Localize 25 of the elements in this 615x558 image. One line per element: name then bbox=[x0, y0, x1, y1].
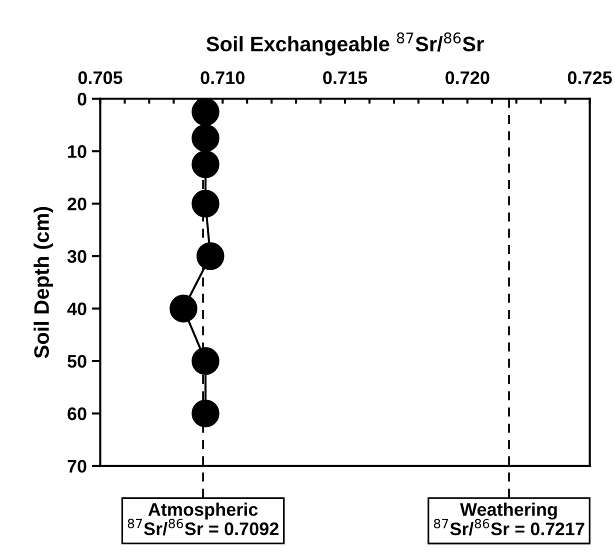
y-axis-title: Soil Depth (cm) bbox=[34, 206, 54, 358]
point bbox=[192, 347, 220, 375]
x-tick-label: 0.705 bbox=[78, 71, 122, 84]
x-tick-label: 0.725 bbox=[568, 71, 612, 84]
y-tick-label: 40 bbox=[67, 302, 86, 316]
y-tick-label: 50 bbox=[68, 354, 86, 368]
point bbox=[196, 242, 224, 270]
y-tick-label: 30 bbox=[67, 250, 86, 263]
ref-line-label: Atmospheric $^{87}$Sr/$^{86}$Sr = 0.7092 bbox=[128, 502, 278, 536]
x-axis-title: Soil Exchangeable $^{87}$Sr/$^{86}$Sr bbox=[206, 32, 484, 56]
y-tick-label: 20 bbox=[68, 198, 86, 210]
y-tick-label: 10 bbox=[68, 145, 86, 158]
point bbox=[192, 190, 220, 218]
x-tick-label: 0.720 bbox=[446, 71, 490, 84]
ref-line-label: Weathering $^{87}$Sr/$^{86}$Sr = 0.7217 bbox=[434, 502, 584, 536]
point bbox=[192, 150, 220, 178]
x-tick-label: 0.715 bbox=[323, 71, 368, 84]
y-tick-label: 70 bbox=[68, 460, 86, 473]
point bbox=[192, 98, 220, 126]
point bbox=[192, 124, 220, 152]
point bbox=[192, 400, 220, 428]
y-tick-label: 0 bbox=[78, 92, 86, 106]
y-tick-label: 60 bbox=[68, 407, 86, 420]
x-tick-label: 0.710 bbox=[200, 71, 244, 84]
point bbox=[170, 294, 198, 322]
